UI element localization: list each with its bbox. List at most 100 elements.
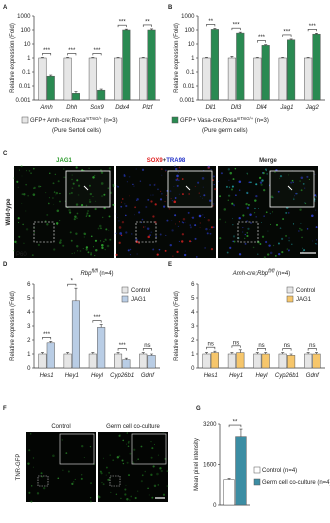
speckle: [46, 223, 49, 226]
x-tick-label: Sox9: [90, 105, 104, 111]
error-bar: [306, 57, 310, 58]
bar: [278, 353, 287, 369]
speckle: [109, 238, 112, 241]
speckle: [177, 225, 179, 227]
speckle: [103, 193, 106, 196]
speckle: [71, 252, 73, 255]
speckle: [255, 216, 257, 218]
error-bar: [91, 57, 95, 58]
speckle: [178, 240, 180, 242]
speckle: [126, 461, 129, 464]
speckle: [314, 194, 317, 197]
speckle: [165, 170, 166, 172]
speckle: [47, 202, 50, 205]
speckle: [299, 208, 302, 211]
y-tick-label: 1000: [17, 14, 31, 20]
speckle: [159, 467, 161, 470]
speckle: [124, 488, 127, 491]
speckle: [140, 480, 143, 483]
error-bar: [49, 341, 53, 343]
speckle: [247, 227, 250, 230]
speckle: [89, 192, 93, 196]
speckle: [266, 173, 268, 175]
speckle: [90, 252, 92, 254]
error-bar: [238, 349, 242, 353]
speckle: [168, 207, 171, 210]
significance-label: ***: [43, 332, 51, 338]
header-part: +: [163, 158, 167, 164]
speckle: [117, 185, 119, 188]
y-tick-label: 5: [27, 296, 31, 302]
y-tick-label: 0.001: [15, 98, 31, 104]
speckle: [212, 175, 215, 178]
speckle: [218, 180, 220, 182]
speckle: [105, 474, 107, 476]
speckle: [73, 252, 76, 254]
speckle: [52, 182, 55, 185]
speckle: [225, 185, 228, 188]
speckle: [163, 205, 166, 208]
speckle: [31, 254, 34, 257]
speckle: [31, 485, 33, 487]
speckle: [126, 498, 129, 501]
speckle: [141, 474, 144, 477]
error-bar: [66, 352, 70, 354]
speckle: [100, 171, 104, 174]
speckle: [85, 204, 88, 207]
x-tick-label: Jag2: [305, 105, 320, 111]
speckle: [33, 167, 35, 170]
y-tick-label: 1600: [203, 463, 217, 469]
error-bar: [255, 352, 259, 354]
bar: [38, 57, 47, 101]
speckle: [238, 253, 242, 256]
speckle: [97, 495, 101, 499]
speckle: [54, 173, 56, 176]
speckle: [172, 255, 174, 257]
significance-bracket: [67, 283, 77, 287]
speckle: [25, 183, 27, 186]
speckle: [315, 196, 317, 198]
x-tick-label: Dll1: [206, 105, 216, 111]
speckle: [178, 166, 181, 169]
row-label: Wild-type: [6, 198, 12, 226]
speckle: [115, 493, 118, 495]
speckle: [27, 462, 30, 465]
legend-label: JAG1: [296, 297, 312, 303]
legend-suffix: (n=3): [255, 118, 269, 124]
speckle: [141, 168, 145, 171]
bar: [210, 352, 219, 369]
speckle: [175, 167, 178, 171]
speckle: [261, 235, 265, 238]
speckle: [151, 447, 154, 450]
error-bar: [150, 353, 154, 356]
speckle: [112, 203, 115, 206]
error-bar: [289, 38, 293, 40]
arrow: [83, 185, 89, 191]
speckle: [212, 203, 215, 205]
speckle: [135, 168, 137, 170]
speckle: [150, 231, 153, 234]
speckle: [32, 193, 36, 196]
speckle: [267, 230, 269, 232]
significance-bracket: [92, 53, 102, 56]
speckle: [97, 227, 100, 230]
speckle: [121, 198, 124, 200]
speckle: [149, 184, 152, 186]
error-bar: [74, 91, 78, 94]
speckle: [183, 253, 187, 257]
title-suffix: (n=4): [99, 271, 113, 277]
speckle: [135, 240, 139, 244]
speckle: [26, 170, 27, 172]
speckle: [46, 213, 49, 216]
y-tick-label: 1: [191, 56, 195, 62]
speckle: [127, 445, 130, 448]
speckle: [165, 234, 167, 236]
x-tick-label: Cyp26b1: [110, 373, 134, 379]
legend-note: (Pure Sertoli cells): [52, 128, 101, 134]
speckle: [115, 232, 117, 235]
bar: [71, 93, 80, 101]
speckle: [209, 232, 212, 235]
speckle: [94, 239, 98, 242]
speckle: [228, 194, 230, 197]
error-bar: [230, 352, 234, 354]
